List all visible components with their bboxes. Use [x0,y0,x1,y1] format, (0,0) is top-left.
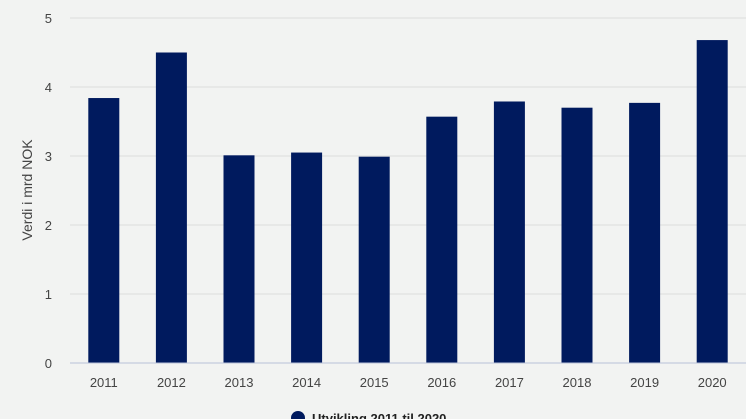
y-tick-label: 2 [45,218,52,233]
bar-2018[interactable] [561,107,593,363]
y-tick-label: 1 [45,287,52,302]
bar-2020[interactable] [696,40,728,363]
axes: 0 1 2 3 4 5 2011 2012 2013 2014 2015 2016 2017 2018 20… [45,11,746,390]
bar-2014[interactable] [291,152,323,363]
x-tick-label: 2020 [698,375,727,390]
y-tick-label: 5 [45,11,52,26]
bar-2013[interactable] [223,155,255,363]
legend-marker-icon [291,411,305,419]
bar-2016[interactable] [426,116,458,363]
x-tick-label: 2017 [495,375,524,390]
x-tick-label: 2014 [292,375,321,390]
x-tick-label: 2016 [427,375,456,390]
x-tick-label: 2019 [630,375,659,390]
bar-2015[interactable] [358,156,390,363]
x-tick-label: 2013 [225,375,254,390]
legend[interactable]: Utvikling 2011 til 2020 [291,411,446,419]
x-tick-label: 2015 [360,375,389,390]
y-tick-label: 0 [45,356,52,371]
bar-2011[interactable] [88,98,120,363]
bar-2012[interactable] [155,52,187,364]
y-tick-label: 3 [45,149,52,164]
bar-2019[interactable] [629,102,661,364]
bars [88,40,728,364]
x-tick-label: 2018 [563,375,592,390]
x-tick-label: 2011 [90,375,118,390]
y-axis-title: Verdi i mrd NOK [19,139,35,241]
x-tick-label: 2012 [157,375,186,390]
y-tick-label: 4 [45,80,52,95]
legend-label: Utvikling 2011 til 2020 [312,411,446,419]
bar-2017[interactable] [493,101,525,364]
